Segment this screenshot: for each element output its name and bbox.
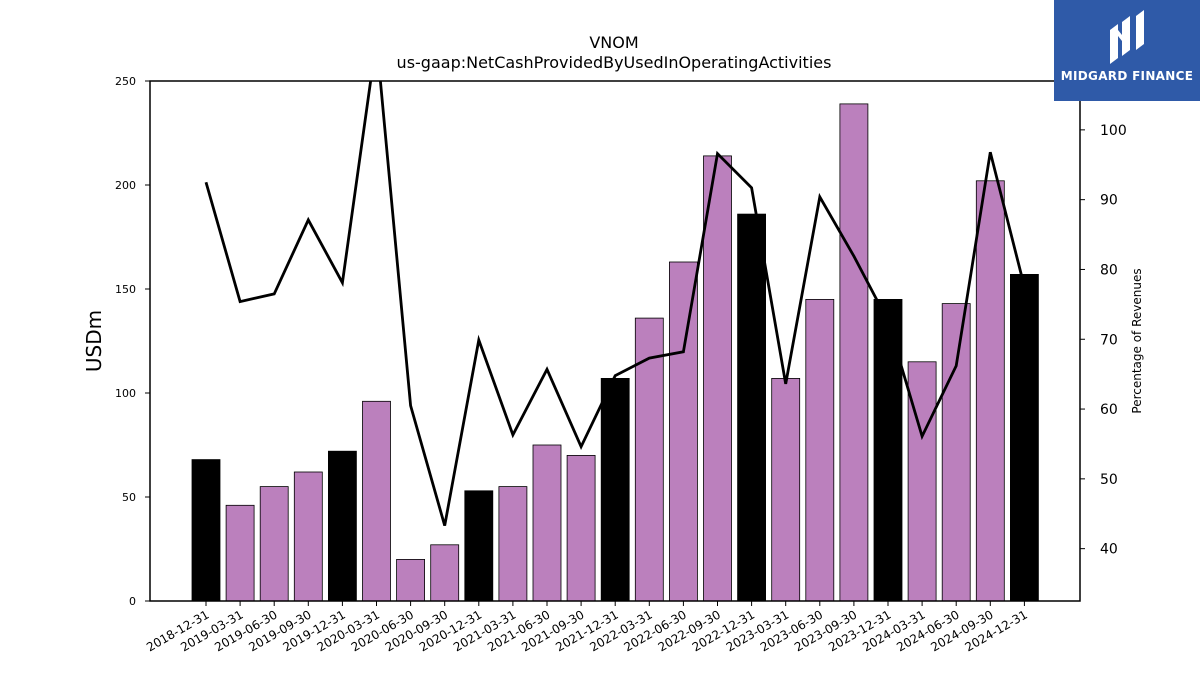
y-tick-label: 50 <box>122 491 136 504</box>
bar-2024-06-30 <box>941 303 971 602</box>
y2-tick-label: 70 <box>1100 332 1118 348</box>
y2-axis-label: Percentage of Revenues <box>1130 268 1144 413</box>
chart-title: VNOM <box>589 33 638 52</box>
y2-tick-label: 100 <box>1100 123 1127 139</box>
line-group <box>204 81 1026 526</box>
y2-tick-label: 50 <box>1100 472 1118 488</box>
bar-2024-12-31 <box>1010 273 1039 602</box>
bars-group <box>191 103 1039 602</box>
logo-text: MIDGARD FINANCE <box>1060 69 1194 83</box>
bar-2020-06-30 <box>396 559 426 602</box>
bar-2022-03-31 <box>634 317 664 602</box>
bar-2024-03-31 <box>907 361 937 602</box>
bar-2021-03-31 <box>498 486 528 602</box>
bar-2022-09-30 <box>703 155 732 602</box>
y-tick-label: 0 <box>129 595 136 608</box>
bar-2020-03-31 <box>362 400 391 602</box>
bar-2024-09-30 <box>975 180 1005 602</box>
y2-tick-label: 90 <box>1100 193 1118 209</box>
bar-2019-03-31 <box>225 504 255 602</box>
y-tick-label: 250 <box>115 75 136 88</box>
y-tick-label: 150 <box>115 283 136 296</box>
y2-tick-label: 40 <box>1100 542 1118 558</box>
bar-2019-12-31 <box>327 450 357 602</box>
bar-2022-12-31 <box>737 213 766 602</box>
y-axis-label: USDm <box>82 310 106 372</box>
bar-2021-09-30 <box>566 454 596 602</box>
bar-2023-09-30 <box>839 103 869 602</box>
bar-2018-12-31 <box>191 459 221 602</box>
y-tick-label: 200 <box>115 179 136 192</box>
bar-2019-06-30 <box>259 486 289 602</box>
bar-2021-06-30 <box>532 444 562 602</box>
chart-subtitle: us-gaap:NetCashProvidedByUsedInOperating… <box>397 53 832 72</box>
y2-tick-label: 80 <box>1100 262 1118 278</box>
bar-2020-12-31 <box>464 490 494 602</box>
bar-2022-06-30 <box>669 261 698 602</box>
bar-2021-12-31 <box>600 377 630 602</box>
logo-mark-icon <box>1110 10 1144 64</box>
y-tick-label: 100 <box>115 387 136 400</box>
bar-2019-09-30 <box>293 471 323 602</box>
bar-2023-06-30 <box>805 298 835 602</box>
bar-2023-12-31 <box>873 298 903 602</box>
bar-2023-03-31 <box>771 377 801 602</box>
y2-tick-label: 60 <box>1100 402 1118 418</box>
line-series <box>204 81 1026 526</box>
bar-2020-09-30 <box>430 544 460 602</box>
brand-logo: MIDGARD FINANCE <box>1054 0 1200 101</box>
